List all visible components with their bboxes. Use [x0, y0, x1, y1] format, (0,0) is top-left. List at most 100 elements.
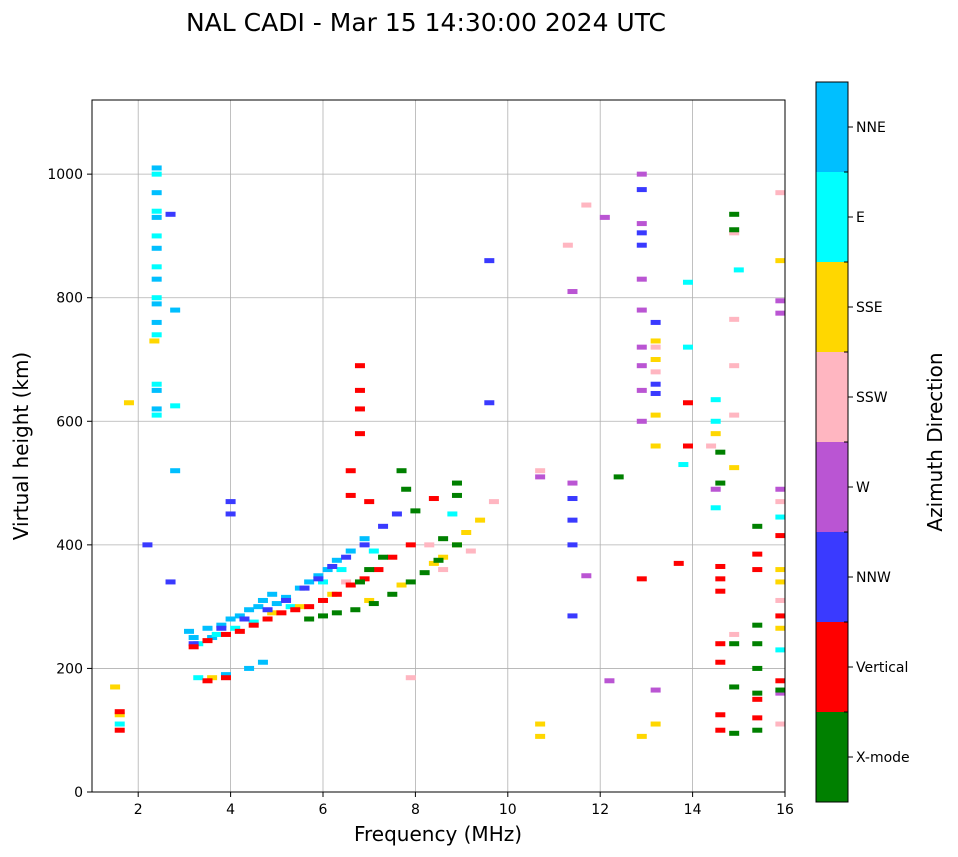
- echo-point-ssw: [562, 242, 573, 248]
- colorbar-tick-label: SSE: [856, 300, 883, 316]
- echo-point-sse: [775, 579, 786, 585]
- echo-point-nnw: [239, 616, 250, 622]
- x-tick-label: 12: [591, 802, 609, 818]
- echo-point-vertical: [715, 727, 726, 733]
- echo-point-vertical: [752, 715, 763, 721]
- echo-point-nnw: [142, 542, 153, 548]
- echo-point-w: [636, 387, 647, 393]
- echo-point-e: [211, 631, 222, 637]
- echo-point-w: [636, 363, 647, 369]
- echo-point-nne: [151, 165, 162, 171]
- echo-point-x-mode: [729, 227, 740, 233]
- echo-point-w: [636, 307, 647, 313]
- echo-point-nne: [257, 659, 268, 665]
- echo-point-vertical: [428, 496, 439, 502]
- echo-point-ssw: [729, 631, 740, 637]
- echo-point-vertical: [220, 631, 231, 637]
- echo-point-x-mode: [775, 687, 786, 693]
- echo-point-nnw: [567, 517, 578, 523]
- echo-point-nnw: [567, 613, 578, 619]
- echo-point-nnw: [650, 319, 661, 325]
- echo-point-vertical: [373, 567, 384, 573]
- echo-point-vertical: [345, 492, 356, 498]
- echo-point-sse: [729, 465, 740, 471]
- echo-point-vertical: [345, 582, 356, 588]
- echo-point-nnw: [484, 258, 495, 264]
- echo-point-vertical: [345, 468, 356, 474]
- echo-point-w: [535, 474, 546, 480]
- echo-point-nne: [220, 672, 231, 678]
- colorbar-segment-nnw: [816, 532, 848, 622]
- echo-point-vertical: [673, 560, 684, 566]
- echo-point-x-mode: [438, 536, 449, 542]
- echo-point-sse: [110, 684, 121, 690]
- echo-point-w: [710, 486, 721, 492]
- echo-point-x-mode: [396, 468, 407, 474]
- colorbar: NNE E SSE SSW W NNW Vertical X-mode: [815, 81, 910, 803]
- echo-point-x-mode: [318, 613, 328, 619]
- echo-point-x-mode: [405, 579, 416, 585]
- echo-point-e: [248, 619, 259, 625]
- echo-point-nne: [202, 625, 213, 631]
- echo-point-ssw: [775, 499, 786, 505]
- echo-point-e: [368, 548, 379, 554]
- echo-point-vertical: [715, 563, 726, 569]
- echo-point-vertical: [114, 709, 125, 715]
- echo-point-x-mode: [387, 591, 398, 597]
- echo-point-sse: [438, 554, 449, 560]
- echo-point-vertical: [715, 659, 726, 665]
- echo-point-x-mode: [364, 567, 375, 573]
- echo-point-ssw: [729, 363, 740, 369]
- echo-point-sse: [650, 357, 661, 362]
- echo-point-w: [604, 678, 615, 684]
- echo-point-vertical: [354, 431, 365, 437]
- echo-point-e: [682, 279, 693, 285]
- y-tick-label: 600: [56, 414, 83, 430]
- echo-point-sse: [364, 597, 375, 603]
- echo-point-e: [151, 381, 162, 387]
- echo-point-e: [151, 332, 162, 338]
- echo-point-sse: [535, 721, 546, 727]
- echo-point-x-mode: [451, 542, 462, 548]
- echo-point-vertical: [354, 363, 365, 369]
- echo-point-nne: [151, 276, 162, 282]
- echo-point-w: [567, 289, 578, 295]
- echo-point-x-mode: [304, 616, 315, 622]
- echo-point-vertical: [636, 576, 647, 582]
- echo-point-nne: [313, 573, 324, 579]
- echo-point-nnw: [281, 597, 292, 603]
- echo-point-e: [447, 511, 458, 517]
- echo-point-vertical: [318, 597, 328, 603]
- echo-point-e: [285, 604, 296, 610]
- echo-point-nne: [267, 591, 278, 597]
- colorbar-tick-label: X-mode: [856, 750, 910, 766]
- x-tick-label: 10: [499, 802, 517, 818]
- echo-point-nnw: [341, 554, 352, 560]
- echo-point-ssw: [775, 190, 786, 196]
- echo-point-nnw: [650, 381, 661, 387]
- echo-point-sse: [475, 517, 486, 523]
- echo-point-nnw: [484, 400, 495, 406]
- echo-point-w: [599, 214, 610, 220]
- echo-point-nnw: [650, 390, 661, 396]
- echo-point-vertical: [234, 628, 245, 634]
- echo-point-vertical: [276, 610, 287, 616]
- echo-point-vertical: [387, 554, 398, 560]
- echo-point-nne: [184, 628, 195, 634]
- echo-point-vertical: [202, 678, 213, 684]
- echo-point-nnw: [327, 563, 338, 569]
- echo-points: [110, 165, 786, 739]
- echo-point-nnw: [567, 542, 578, 548]
- echo-point-ssw: [581, 202, 592, 208]
- echo-point-nne: [151, 406, 162, 412]
- echo-point-e: [170, 403, 181, 409]
- plot-frame: [91, 99, 786, 793]
- echo-point-e: [151, 412, 162, 418]
- echo-point-w: [636, 171, 647, 177]
- echo-point-x-mode: [354, 579, 365, 585]
- echo-point-ssw: [488, 499, 499, 505]
- y-tick-label: 200: [56, 661, 83, 677]
- echo-point-x-mode: [729, 641, 740, 647]
- echo-point-vertical: [775, 533, 786, 539]
